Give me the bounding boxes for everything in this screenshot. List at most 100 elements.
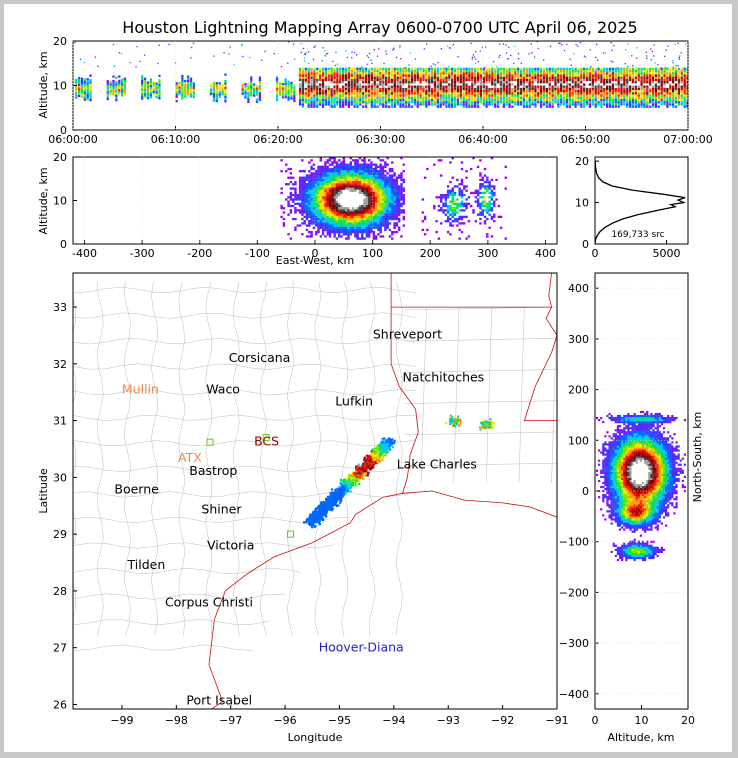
altitude-eastwest-cell [335,200,339,203]
altitude-time-cell [330,85,333,88]
altitude-eastwest-cell [294,191,297,195]
altitude-time-cell [663,76,666,79]
altitude-time-cell [534,72,537,75]
altitude-time-cell [620,85,623,88]
altitude-eastwest-cell [333,213,336,216]
altitude-time-cell [212,95,216,98]
altitude-eastwest-cell [442,211,445,214]
altitude-eastwest-cell [305,217,309,221]
altitude-time-cell [505,98,508,102]
altitude-eastwest-cell [391,209,394,212]
altitude-time-cell [155,82,158,85]
altitude-eastwest-cell [493,204,496,208]
altitude-time-cell [425,72,428,75]
altitude-time-cell [89,74,92,77]
altitude-time-cell [580,85,583,88]
altitude-time-cell [141,93,144,96]
altitude-time-cell [585,67,589,70]
altitude-time-cell [385,69,388,73]
altitude-eastwest-cell [391,191,394,195]
altitude-time-cell [571,72,574,75]
altitude-time-cell [643,83,646,86]
altitude-eastwest-cell [310,211,313,214]
altitude-time-cell [293,95,296,98]
altitude-eastwest-cell [460,193,464,197]
altitude-time-cell [376,76,379,79]
altitude-time-cell [184,88,187,92]
altitude-time-cell [522,78,526,82]
altitude-eastwest-cell [372,163,376,166]
altitude-eastwest-cell [379,230,382,234]
altitude-time-cell [637,92,640,95]
altitude-eastwest-cell [326,183,329,186]
altitude-time-cell [508,92,511,95]
altitude-eastwest-cell [449,213,452,216]
altitude-eastwest-cell [402,193,405,197]
altitude-time-cell [370,103,373,106]
altitude-time-cell [517,85,520,88]
altitude-time-cell [462,67,465,70]
altitude-time-cell [637,74,640,77]
altitude-histogram-ytick-label: 10 [575,197,589,210]
altitude-eastwest-cell [333,176,336,179]
altitude-time-cell [557,96,560,99]
altitude-eastwest-cell [456,185,459,188]
altitude-time-cell [628,67,632,70]
altitude-time-cell [580,69,583,73]
altitude-time-cell [250,89,253,93]
altitude-time-cell [356,78,359,82]
altitude-time-cell [660,72,663,75]
altitude-time-sparse-source [616,67,619,69]
altitude-time-cell [247,94,250,97]
altitude-eastwest-cell [356,224,359,227]
altitude-eastwest-cell [338,167,341,171]
altitude-time-cell [333,74,336,77]
altitude-time-cell [376,101,379,104]
altitude-eastwest-cell [296,193,299,197]
altitude-time-cell [364,94,368,97]
altitude-time-cell [324,96,328,99]
altitude-eastwest-cell [328,191,332,195]
altitude-time-cell [580,81,583,84]
altitude-time-cell [459,103,462,106]
altitude-eastwest-cell [463,193,466,197]
altitude-eastwest-cell [321,228,325,232]
altitude-time-cell [373,89,376,93]
altitude-eastwest-cell [402,196,405,199]
altitude-time-cell [686,74,688,77]
altitude-eastwest-cell [444,202,448,205]
altitude-time-cell [551,98,554,102]
altitude-eastwest-cell [384,204,387,208]
altitude-eastwest-cell [449,204,452,208]
altitude-eastwest-cell [354,174,357,177]
altitude-time-cell [413,98,417,102]
altitude-time-cell [258,87,262,90]
altitude-eastwest-cell [280,204,283,208]
altitude-eastwest-cell [374,237,378,240]
altitude-eastwest-cell [354,170,357,173]
altitude-eastwest-cell [331,209,334,212]
altitude-eastwest-cell [474,196,478,199]
altitude-time-cell [448,85,451,88]
altitude-eastwest-cell [393,191,396,195]
altitude-time-cell [359,92,362,95]
altitude-time-cell [522,74,526,77]
altitude-time-cell [275,92,279,95]
altitude-eastwest-ytick-label: 20 [53,151,67,164]
altitude-time-cell [422,78,425,82]
altitude-eastwest-cell [338,196,341,199]
altitude-eastwest-cell [386,183,389,186]
altitude-eastwest-cell [315,187,318,190]
altitude-eastwest-cell [312,211,316,214]
altitude-eastwest-cell [308,211,311,214]
altitude-time-cell [310,74,313,77]
altitude-eastwest-cell [312,174,316,177]
altitude-eastwest-cell [386,220,389,223]
altitude-eastwest-cell [291,193,295,197]
altitude-eastwest-cell [298,224,302,227]
altitude-eastwest-cell [312,196,316,199]
altitude-eastwest-cell [493,213,496,216]
altitude-eastwest-cell [499,215,503,219]
altitude-time-cell [152,81,155,85]
